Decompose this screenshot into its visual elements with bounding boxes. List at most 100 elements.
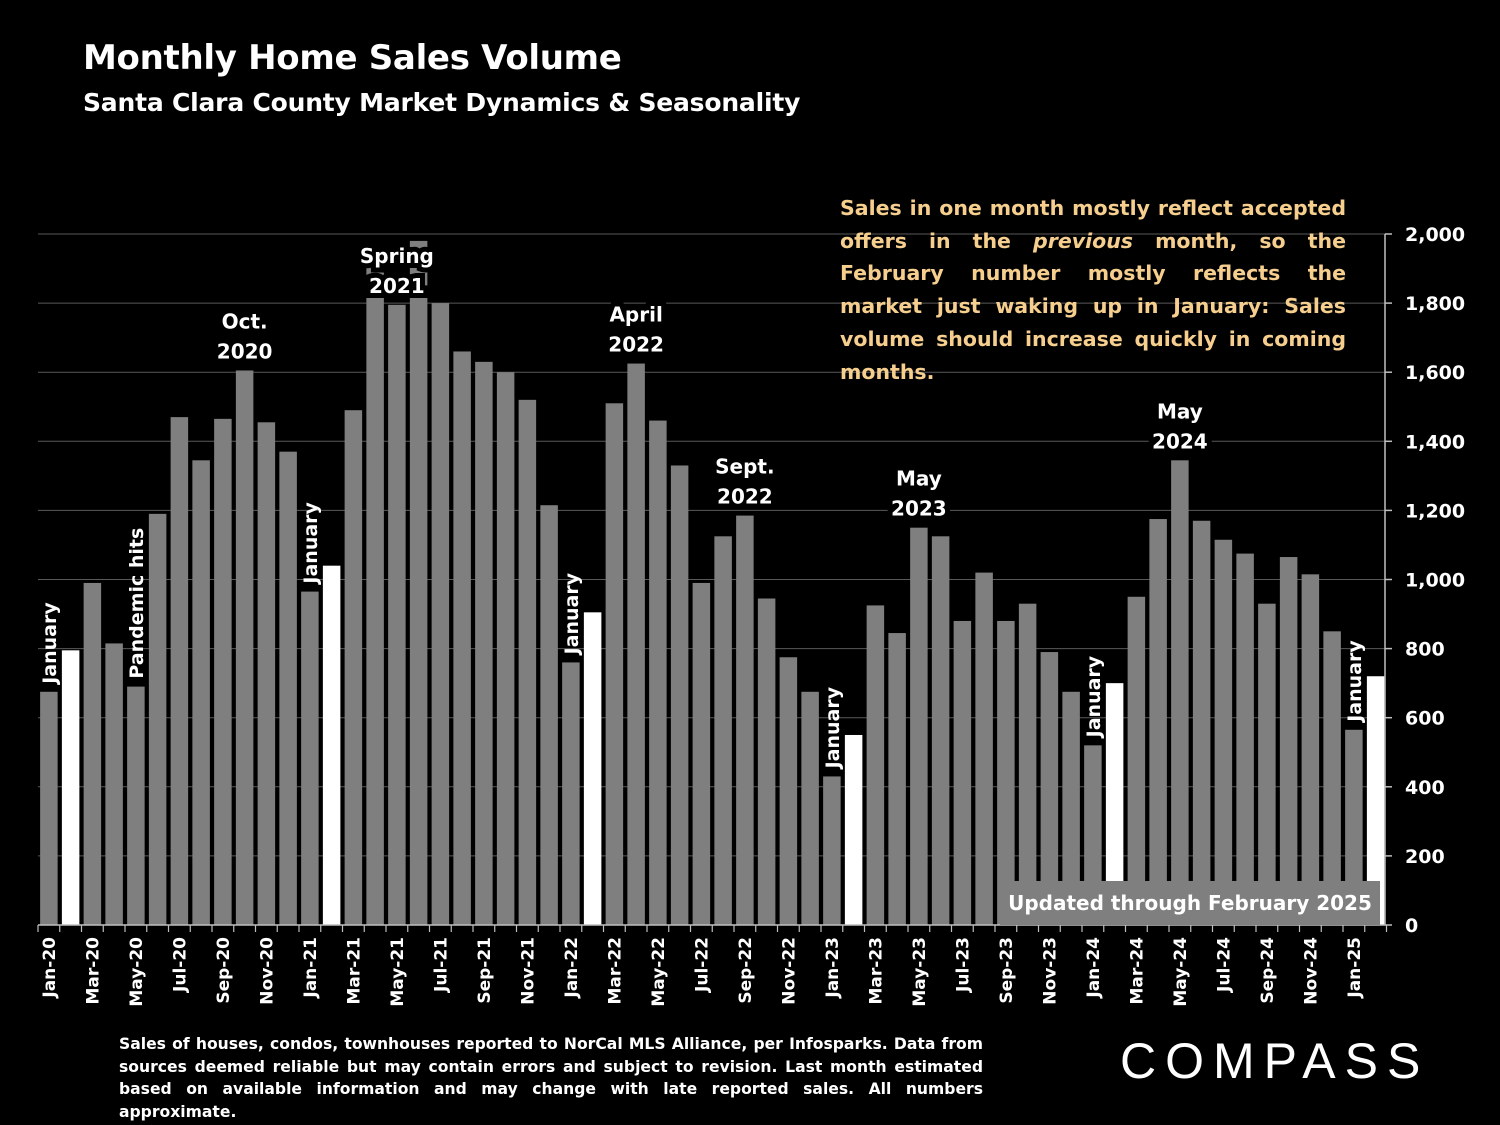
- bar: [148, 513, 167, 925]
- bar: [1301, 574, 1320, 925]
- bar: [301, 591, 319, 925]
- annotation-label: May 2024: [1152, 399, 1208, 453]
- compass-logo: COMPASS: [1120, 1033, 1430, 1089]
- annotation-label: January: [300, 501, 322, 585]
- bars: [40, 240, 1385, 926]
- bar: [953, 620, 972, 925]
- bar: [475, 361, 493, 926]
- annotation-label: Sept. 2022: [715, 455, 774, 509]
- y-tick-label: 1,200: [1405, 500, 1465, 522]
- x-tick-label: Sep-20: [214, 937, 234, 1004]
- bar: [997, 620, 1015, 925]
- x-tick-label: Mar-23: [866, 937, 886, 1005]
- x-tick-label: Jan-23: [823, 937, 843, 999]
- bar: [1084, 745, 1102, 925]
- y-tick-label: 0: [1405, 915, 1418, 937]
- bar: [562, 662, 580, 925]
- bar-highlight: [61, 650, 80, 925]
- note-emphasis: previous: [1033, 228, 1133, 253]
- bar: [170, 417, 189, 925]
- x-tick-label: Mar-22: [605, 937, 625, 1005]
- bar: [605, 403, 624, 925]
- bar: [388, 304, 406, 925]
- market-note: Sales in one month mostly reflect accept…: [840, 192, 1346, 388]
- x-tick-label: Nov-22: [779, 937, 799, 1005]
- bar: [931, 536, 950, 925]
- bar: [192, 460, 210, 925]
- bar: [453, 351, 471, 926]
- x-tick-label: Nov-21: [518, 937, 538, 1005]
- bar-highlight: [322, 565, 341, 925]
- bar: [1236, 553, 1254, 925]
- y-tick-label: 2,000: [1405, 224, 1465, 246]
- bar: [1279, 557, 1298, 925]
- y-tick-label: 1,800: [1405, 293, 1465, 315]
- bar: [779, 657, 798, 925]
- annotation-label: January: [39, 602, 61, 686]
- bar: [257, 422, 276, 925]
- note-text-part1: Sales in one month mostly reflect accept…: [840, 196, 1346, 253]
- x-tick-label: Mar-24: [1127, 937, 1147, 1005]
- y-tick-label: 1,600: [1405, 362, 1465, 384]
- x-tick-label: May-24: [1171, 937, 1191, 1007]
- x-tick-label: Sep-23: [997, 937, 1017, 1004]
- note-text-part2: month, so the February number mostly ref…: [840, 228, 1346, 384]
- bar-highlight: [1366, 676, 1385, 925]
- y-tick-label: 1,000: [1405, 570, 1465, 592]
- bar: [866, 605, 885, 925]
- x-tick-label: Sep-21: [475, 937, 495, 1004]
- bar: [235, 370, 254, 925]
- bar: [1171, 460, 1189, 925]
- x-tick-label: Jul-22: [692, 937, 712, 993]
- annotation-label: May 2023: [891, 467, 947, 521]
- annotations: January Pandemic hits January January Januar…: [39, 239, 1366, 771]
- x-tick-label: Jul-21: [431, 937, 451, 993]
- bar: [409, 240, 428, 925]
- bar: [1214, 539, 1233, 925]
- x-tick-label: May-20: [127, 937, 147, 1007]
- x-tick-label: Jan-21: [301, 937, 321, 999]
- x-tick-label: Jul-24: [1214, 937, 1234, 993]
- bar: [214, 418, 232, 925]
- bar: [1258, 603, 1276, 925]
- chart-subtitle: Santa Clara County Market Dynamics & Sea…: [83, 88, 801, 117]
- bar: [127, 686, 145, 925]
- bar: [975, 572, 993, 925]
- bar: [1040, 652, 1059, 925]
- annotation-label: January: [1083, 655, 1105, 739]
- annotation-label: January: [561, 572, 583, 656]
- annotation-label: Oct. 2020: [217, 309, 273, 363]
- bar: [83, 582, 102, 925]
- bar: [1149, 519, 1167, 925]
- bar: [540, 505, 558, 925]
- annotation-label: Spring 2021: [360, 244, 434, 298]
- x-tick-label: May-23: [910, 937, 930, 1007]
- x-tick-label: May-22: [649, 937, 669, 1007]
- x-tick-label: Sep-22: [736, 937, 756, 1004]
- x-tick-label: Sep-24: [1258, 937, 1278, 1004]
- bar: [1345, 729, 1363, 925]
- x-tick-label: Nov-24: [1301, 937, 1321, 1005]
- x-tick-label: Nov-20: [257, 937, 277, 1005]
- x-tick-label: Jan-20: [40, 937, 60, 999]
- bar: [1018, 603, 1037, 925]
- bar: [627, 363, 645, 925]
- x-tick-label: Mar-20: [83, 937, 103, 1005]
- annotation-label: January: [822, 686, 844, 770]
- bar: [670, 465, 689, 925]
- y-tick-label: 600: [1405, 708, 1445, 730]
- source-footnote: Sales of houses, condos, townhouses repo…: [119, 1035, 983, 1121]
- y-tick-label: 400: [1405, 777, 1445, 799]
- y-tick-label: 200: [1405, 846, 1445, 868]
- updated-badge: Updated through February 2025: [1000, 881, 1380, 925]
- bar: [823, 776, 841, 925]
- bar: [431, 303, 450, 926]
- bar: [496, 372, 515, 925]
- bar: [1192, 520, 1211, 925]
- y-tick-label: 800: [1405, 639, 1445, 661]
- bar: [692, 582, 711, 925]
- y-tick-label: 1,400: [1405, 431, 1465, 453]
- bar: [1323, 631, 1341, 925]
- bar: [40, 691, 58, 925]
